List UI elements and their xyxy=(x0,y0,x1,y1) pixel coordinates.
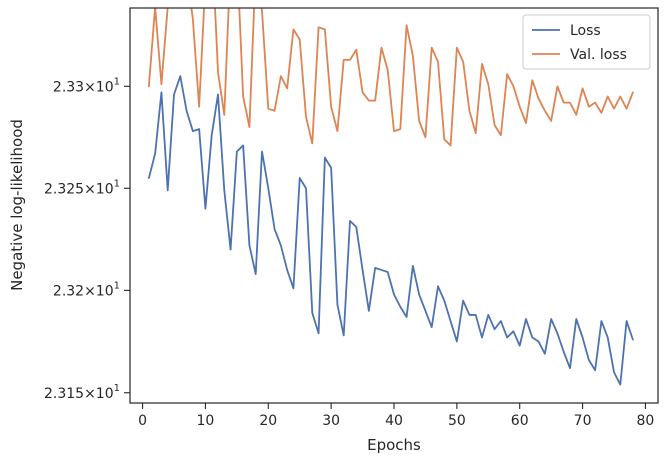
x-tick-label: 50 xyxy=(448,413,466,429)
x-tick-label: 30 xyxy=(322,413,340,429)
x-tick-label: 10 xyxy=(197,413,215,429)
legend-label: Val. loss xyxy=(570,47,627,63)
y-tick-label: 2.33×101 xyxy=(53,76,120,95)
x-tick-label: 0 xyxy=(138,413,147,429)
legend: Loss Val. loss xyxy=(522,14,651,70)
x-tick-label: 20 xyxy=(259,413,277,429)
x-tick-label: 40 xyxy=(385,413,403,429)
series-line-val-loss xyxy=(147,8,634,147)
y-tick-label: 2.32×101 xyxy=(53,280,120,299)
x-tick-label: 80 xyxy=(637,413,655,429)
y-tick-label: 2.325×101 xyxy=(44,178,120,197)
y-axis-label: Negative log-likelihood xyxy=(8,119,26,291)
legend-box xyxy=(522,14,651,70)
series-layer xyxy=(147,8,634,386)
x-tick-label: 60 xyxy=(511,413,529,429)
x-axis-ticks: 0 10 20 30 40 50 60 70 80 xyxy=(138,403,654,429)
y-axis-ticks: 2.315×1012.32×1012.325×1012.33×1012.335×… xyxy=(44,76,130,402)
x-axis-label: Epochs xyxy=(367,436,421,454)
y-tick-label: 2.315×101 xyxy=(44,383,120,402)
legend-label: Loss xyxy=(570,23,601,39)
x-tick-label: 70 xyxy=(574,413,592,429)
series-line-loss xyxy=(147,75,634,386)
